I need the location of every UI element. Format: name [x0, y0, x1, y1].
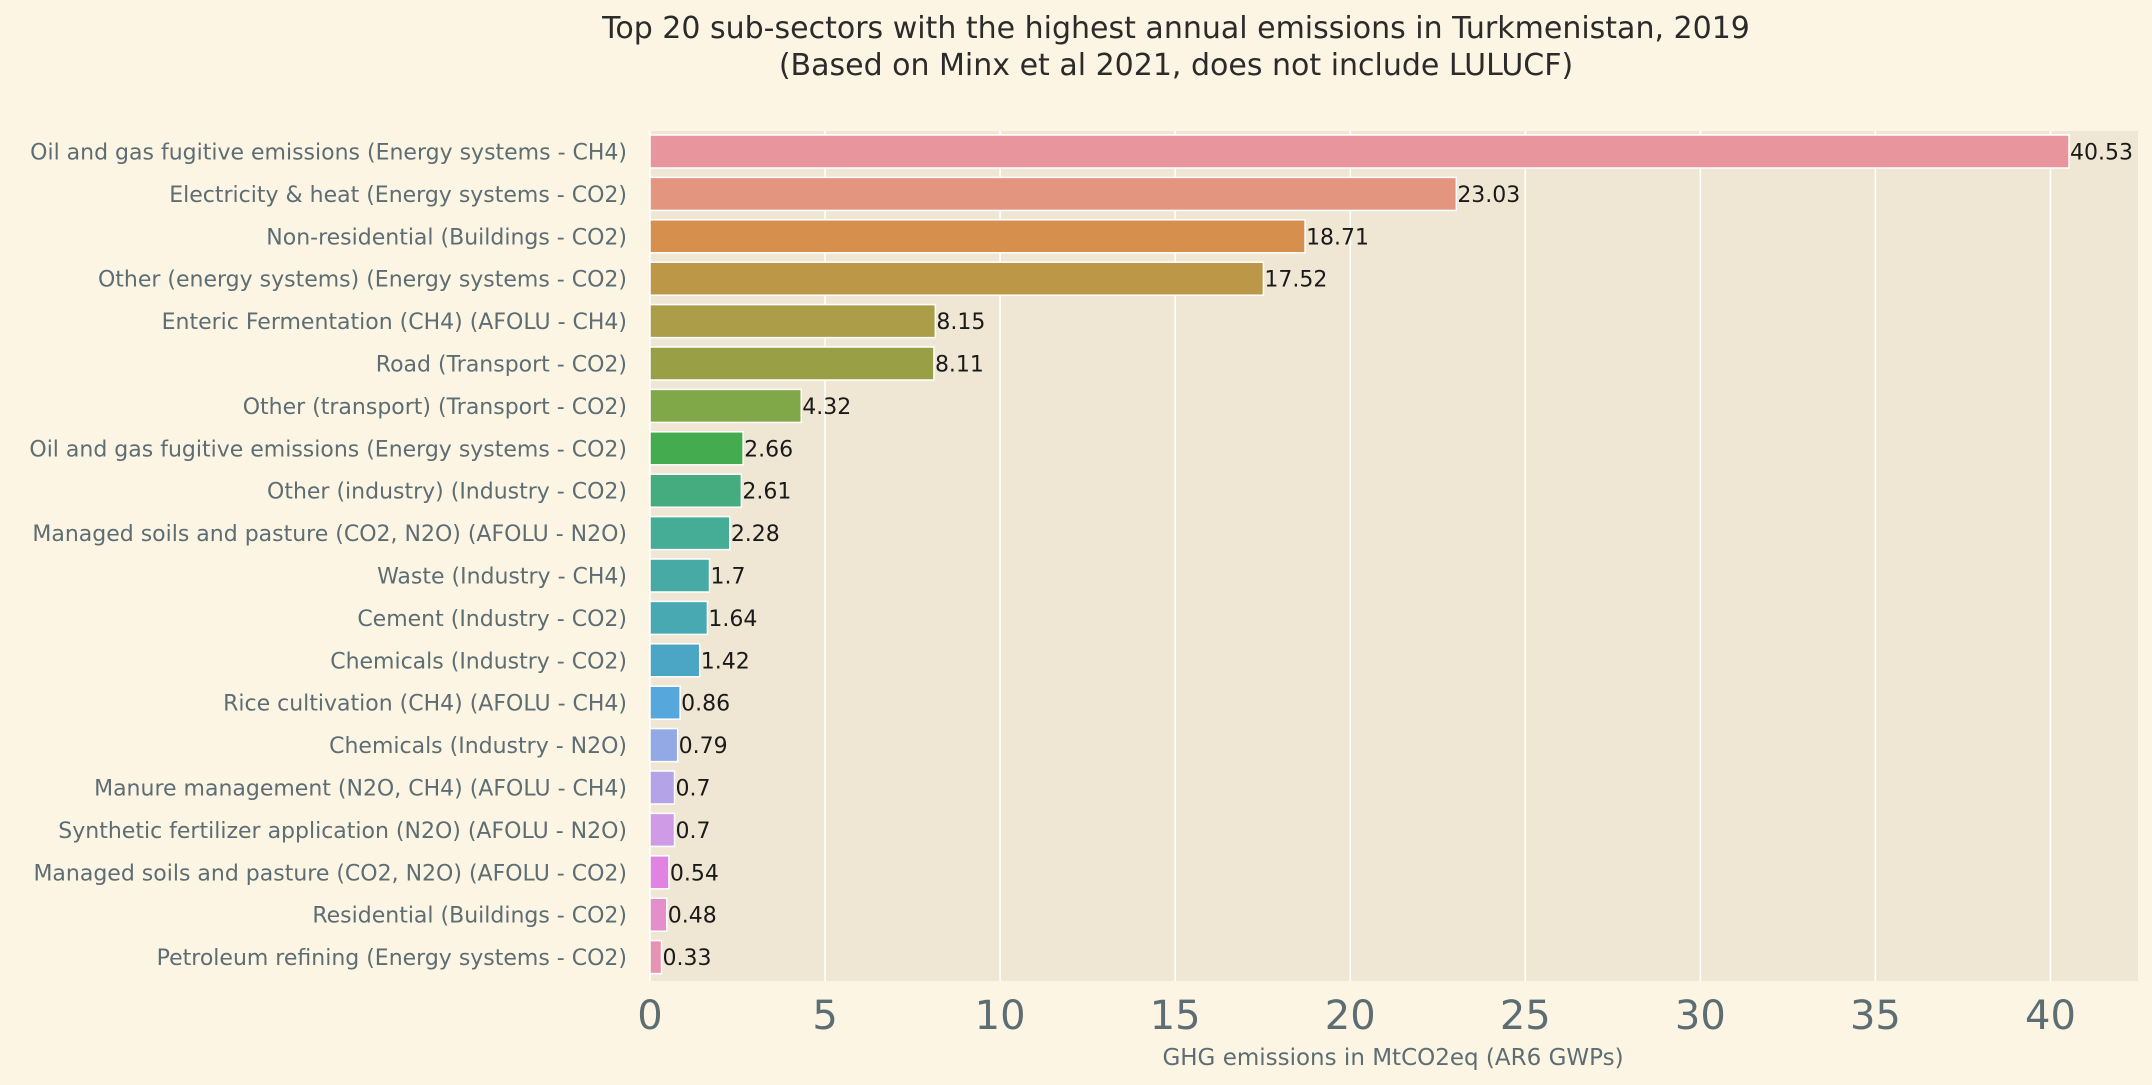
category-label: Cement (Industry - CO2)	[357, 607, 627, 632]
bar	[649, 558, 711, 593]
category-label: Managed soils and pasture (CO2, N2O) (AF…	[32, 522, 627, 547]
bar-value-label: 17.52	[1264, 268, 1327, 293]
bar	[649, 515, 731, 551]
bar	[649, 303, 937, 339]
category-label: Electricity & heat (Energy systems - CO2…	[169, 183, 627, 208]
x-tick-label: 15	[1150, 993, 1201, 1039]
category-label: Managed soils and pasture (CO2, N2O) (AF…	[33, 861, 627, 886]
bar-value-label: 4.32	[802, 395, 851, 420]
bar-value-label: 2.28	[731, 522, 780, 547]
bar	[649, 600, 709, 636]
bar	[649, 219, 1306, 254]
category-label: Other (industry) (Industry - CO2)	[267, 480, 627, 505]
bar-value-label: 0.86	[681, 692, 730, 717]
bar	[649, 897, 668, 932]
category-label: Waste (Industry - CH4)	[377, 565, 627, 590]
category-label: Road (Transport - CO2)	[376, 353, 627, 378]
bar-value-label: 0.54	[670, 861, 719, 886]
bar-value-label: 0.48	[668, 904, 717, 929]
category-label: Non-residential (Buildings - CO2)	[266, 225, 627, 250]
chart-title: Top 20 sub-sectors with the highest annu…	[601, 11, 1750, 46]
x-tick-label: 10	[975, 993, 1026, 1039]
bar	[649, 388, 803, 424]
bar	[649, 812, 676, 848]
bar-value-label: 18.71	[1306, 225, 1369, 250]
bar-value-label: 2.61	[742, 480, 791, 505]
x-tick-label: 35	[1850, 993, 1901, 1039]
bar-value-label: 8.11	[935, 353, 984, 378]
bar-value-label: 0.79	[679, 734, 728, 759]
category-label: Chemicals (Industry - CO2)	[330, 649, 627, 674]
category-label: Oil and gas fugitive emissions (Energy s…	[30, 141, 627, 166]
x-axis-label: GHG emissions in MtCO2eq (AR6 GWPs)	[1162, 1045, 1623, 1071]
bar-value-label: 1.7	[711, 565, 746, 590]
bar-value-label: 0.33	[663, 946, 712, 971]
bar	[649, 855, 670, 890]
category-label: Rice cultivation (CH4) (AFOLU - CH4)	[223, 692, 627, 717]
category-label: Other (transport) (Transport - CO2)	[243, 395, 627, 420]
bars	[649, 134, 2070, 975]
category-label: Synthetic fertilizer application (N2O) (…	[58, 819, 627, 844]
x-tick-label: 40	[2025, 993, 2076, 1039]
category-label: Petroleum refining (Energy systems - CO2…	[157, 946, 627, 971]
category-labels: Oil and gas fugitive emissions (Energy s…	[29, 141, 627, 972]
category-label: Other (energy systems) (Energy systems -…	[98, 268, 627, 293]
bar	[649, 939, 663, 975]
bar-value-label: 1.64	[708, 607, 757, 632]
category-label: Enteric Fermentation (CH4) (AFOLU - CH4)	[162, 310, 627, 335]
bar-value-label: 8.15	[936, 310, 985, 335]
plot-area	[650, 131, 2138, 981]
bar	[649, 261, 1265, 296]
bar-value-label: 2.66	[744, 437, 793, 462]
bar	[649, 770, 676, 805]
x-tick-label: 25	[1500, 993, 1551, 1039]
bar	[649, 346, 935, 381]
bar	[649, 176, 1458, 212]
x-tick-label: 5	[812, 993, 837, 1039]
x-tick-label: 20	[1325, 993, 1376, 1039]
bar-value-label: 0.7	[676, 819, 711, 844]
bar	[649, 431, 744, 466]
category-label: Manure management (N2O, CH4) (AFOLU - CH…	[94, 777, 627, 802]
bar	[649, 727, 679, 763]
bar-value-label: 1.42	[701, 649, 750, 674]
category-label: Residential (Buildings - CO2)	[312, 904, 627, 929]
bar	[649, 473, 743, 508]
bar-value-label: 0.7	[676, 777, 711, 802]
bar	[649, 643, 701, 678]
bar	[649, 685, 681, 720]
category-label: Chemicals (Industry - N2O)	[329, 734, 627, 759]
chart-subtitle: (Based on Minx et al 2021, does not incl…	[779, 48, 1573, 83]
x-axis-ticks: 0 5 10 15 20 25 30 35 40	[637, 993, 2076, 1039]
x-tick-label: 0	[637, 993, 662, 1039]
bar-value-label: 40.53	[2070, 141, 2133, 166]
value-labels: 40.53 23.03 18.71 17.52 8.15 8.11 4.32 2.66 2.61…	[663, 141, 2133, 972]
x-tick-label: 30	[1675, 993, 1726, 1039]
category-label: Oil and gas fugitive emissions (Energy s…	[29, 437, 627, 462]
bar	[649, 134, 2070, 169]
bar-value-label: 23.03	[1457, 183, 1520, 208]
